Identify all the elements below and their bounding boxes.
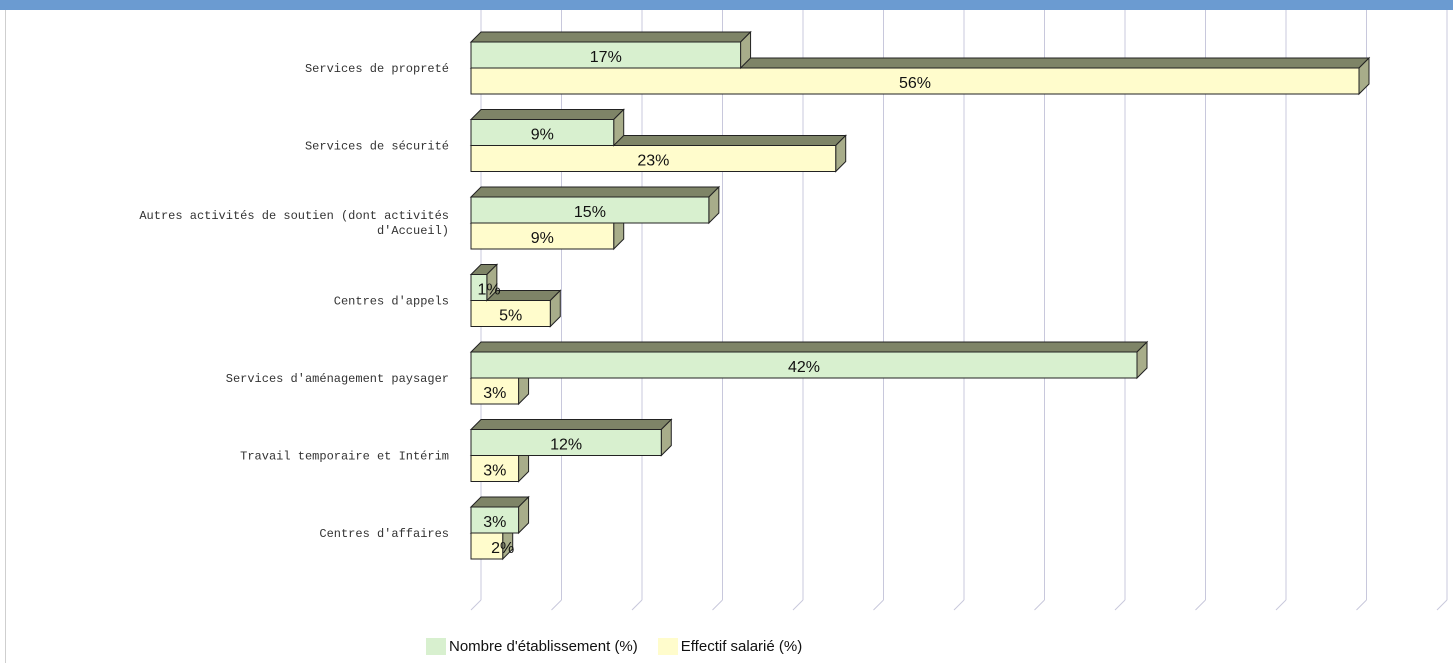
data-label: 3% — [483, 385, 506, 402]
bar-series1 — [470, 429, 662, 456]
gridline-tick — [1275, 599, 1287, 611]
bar-top — [469, 341, 1149, 353]
bar-series1 — [470, 274, 488, 301]
bar-series2 — [470, 222, 615, 250]
legend-item-series1: Nombre d'établissement (%) — [426, 637, 638, 655]
bar-top — [469, 186, 721, 198]
legend-swatch-series2 — [657, 637, 678, 655]
category-label: Services de propreté — [305, 62, 449, 76]
category-label: Services de sécurité — [305, 140, 449, 154]
data-label: 12% — [550, 437, 582, 454]
gridline-tick — [792, 599, 804, 611]
bar-series1 — [470, 506, 520, 534]
header-bar — [0, 0, 1453, 10]
category-label: Centres d'appels — [334, 295, 449, 309]
legend-label-series1: Nombre d'établissement (%) — [449, 637, 638, 655]
data-label: 56% — [899, 75, 931, 92]
legend-label-series2: Effectif salarié (%) — [680, 637, 803, 655]
data-label: 5% — [499, 308, 522, 325]
bar-series2 — [470, 145, 837, 172]
bar-series2 — [470, 300, 551, 327]
category-label: Centres d'affaires — [319, 527, 449, 541]
bar-series1 — [470, 351, 1138, 379]
legend-item-series2: Effectif salarié (%) — [657, 637, 803, 655]
gridline-tick — [1356, 599, 1367, 611]
data-label: 17% — [590, 49, 622, 66]
bar-chart: Services de propreté Services de sécurité… — [139, 10, 1448, 611]
bar-series1 — [470, 119, 615, 146]
gridline-tick — [712, 599, 723, 611]
frame-left-border — [5, 10, 6, 663]
gridline-tick — [1436, 599, 1448, 611]
bar-series2 — [470, 67, 1360, 95]
data-label: 42% — [788, 359, 820, 376]
category-label: Autres activités de soutien (dont activi… — [139, 209, 449, 238]
data-label: 1% — [477, 282, 500, 299]
legend-swatch-series1 — [426, 637, 446, 655]
category-label: Services d'aménagement paysager — [226, 372, 449, 386]
gridline-tick — [1195, 599, 1206, 611]
data-label: 9% — [531, 127, 554, 144]
data-label: 3% — [483, 514, 506, 531]
bar-series1 — [470, 196, 710, 224]
data-label: 9% — [531, 230, 554, 247]
gridline-tick — [953, 599, 965, 611]
gridline-tick — [1034, 599, 1045, 611]
bar-series1 — [470, 41, 742, 69]
gridline-tick — [551, 599, 562, 611]
gridline-tick — [470, 599, 482, 611]
data-label: 23% — [637, 153, 669, 170]
data-label: 2% — [491, 540, 514, 557]
bar-series2 — [470, 455, 520, 482]
gridline-tick — [873, 599, 884, 611]
data-label: 15% — [574, 204, 606, 221]
gridline-tick — [1114, 599, 1126, 611]
chart-legend: Nombre d'établissement (%) Effectif sala… — [426, 636, 822, 656]
bar-top — [469, 109, 625, 120]
data-label: 3% — [483, 463, 506, 480]
gridline-tick — [631, 599, 643, 611]
bar-top — [469, 419, 673, 430]
category-label: Travail temporaire et Intérim — [240, 450, 449, 464]
bar-top — [469, 31, 752, 43]
